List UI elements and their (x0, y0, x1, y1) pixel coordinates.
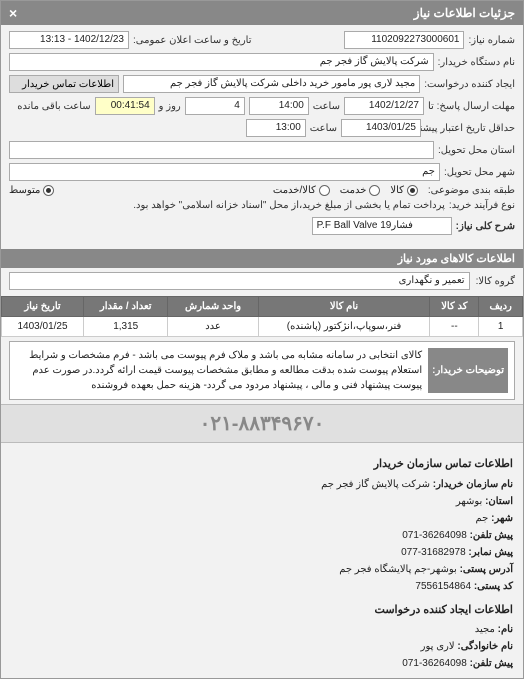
table-header-row: ردیف کد کالا نام کالا واحد شمارش تعداد /… (2, 297, 523, 317)
delivery-date-field: 1403/01/25 (341, 119, 421, 137)
c-city-value: جم (476, 513, 489, 524)
delivery-time-field: 13:00 (246, 119, 306, 137)
table-row: 1 -- فنر،سوپاپ،انژکتور (پاشنده) عدد 1,31… (2, 317, 523, 337)
r-name-label: نام: (498, 624, 513, 635)
goods-group-field: تعمیر و نگهداری (9, 272, 470, 290)
panel-header: جزئیات اطلاعات نیاز × (1, 1, 523, 25)
org-value: شرکت پالایش گاز فجر جم (321, 479, 430, 490)
c-province-value: بوشهر (456, 496, 482, 507)
c-addr-label: آدرس پستی: (460, 564, 513, 575)
contact-info-button[interactable]: اطلاعات تماس خریدار (9, 75, 119, 93)
creator-field: مجید لاری پور مامور خرید داخلی شرکت پالا… (123, 75, 420, 93)
col-row: ردیف (479, 297, 523, 317)
c-addr-value: بوشهر-جم پالایشگاه فجر جم (339, 564, 457, 575)
col-unit: واحد شمارش (168, 297, 258, 317)
details-panel: جزئیات اطلاعات نیاز × شماره نیاز: 110209… (0, 0, 524, 679)
radio-service[interactable]: خدمت (340, 185, 381, 196)
col-name: نام کالا (258, 297, 430, 317)
radio-dot-icon (319, 185, 330, 196)
contact-info-block: اطلاعات تماس سازمان خریدار نام سازمان خر… (1, 443, 523, 678)
days-label: روز و (159, 101, 181, 112)
radio-both[interactable]: کالا/خدمت (273, 185, 330, 196)
r-name-value: مجید (475, 624, 495, 635)
cell-row: 1 (479, 317, 523, 337)
cell-date: 1403/01/25 (2, 317, 84, 337)
announce-field: 1402/12/23 - 13:13 (9, 31, 129, 49)
group-label: طبقه بندی موضوعی: (428, 185, 515, 196)
c-phone-label: پیش تلفن: (470, 530, 513, 541)
col-date: تاریخ نیاز (2, 297, 84, 317)
announce-label: تاریخ و ساعت اعلان عمومی: (133, 35, 252, 46)
request-no-field: 1102092273000601 (344, 31, 464, 49)
deadline-label: مهلت ارسال پاسخ: تا (428, 101, 515, 112)
deadline-time-field: 14:00 (249, 97, 309, 115)
goods-section-title: اطلاعات کالاهای مورد نیاز (1, 249, 523, 268)
time-label-1: ساعت (313, 101, 340, 112)
city-label: شهر محل تحویل: (444, 167, 515, 178)
radio-dot-icon (43, 185, 54, 196)
creator-label: ایجاد کننده درخواست: (424, 79, 515, 90)
c-fax-label: پیش نمابر: (468, 547, 513, 558)
cell-name: فنر،سوپاپ،انژکتور (پاشنده) (258, 317, 430, 337)
cell-qty: 1,315 (84, 317, 168, 337)
process-note: پرداخت تمام یا بخشی از مبلغ خرید،از محل … (9, 200, 445, 211)
time-label-2: ساعت (310, 123, 337, 134)
org-label: نام سازمان خریدار: (433, 479, 513, 490)
request-no-label: شماره نیاز: (468, 35, 515, 46)
remain-time-field: 00:41:54 (95, 97, 155, 115)
c-post-value: 7556154864 (415, 581, 471, 592)
buyer-desc-box: توضیحات خریدار: کالای انتخابی در سامانه … (9, 341, 515, 400)
c-city-label: شهر: (491, 513, 513, 524)
goods-group-label: گروه کالا: (476, 276, 515, 287)
big-phone: ۰۲۱-۸۸۳۴۹۶۷۰ (1, 404, 523, 443)
c-fax-value: 31682978-077 (401, 547, 466, 558)
r-family-value: لاری پور (421, 641, 455, 652)
r-phone-label: پیش تلفن: (470, 658, 513, 669)
c-post-label: کد پستی: (474, 581, 513, 592)
need-desc-label: شرح کلی نیاز: (456, 221, 515, 232)
col-qty: تعداد / مقدار (84, 297, 168, 317)
buyer-desc-label: توضیحات خریدار: (428, 348, 508, 393)
remain-label: ساعت باقی مانده (17, 101, 90, 112)
process-label: نوع فرآیند خرید: (449, 200, 515, 211)
close-icon[interactable]: × (9, 5, 17, 21)
delivery-deadline-label: حداقل تاریخ اعتبار پیشنهاد: تا تاریخ: (425, 123, 515, 134)
c-province-label: استان: (485, 496, 513, 507)
requester-section-title: اطلاعات ایجاد کننده درخواست (11, 601, 513, 620)
radio-medium[interactable]: متوسط (9, 185, 54, 196)
deadline-date-field: 1402/12/27 (344, 97, 424, 115)
r-phone-value: 36264098-071 (402, 658, 467, 669)
radio-dot-icon (369, 185, 380, 196)
buyer-org-field: شرکت پالایش گاز فجر جم (9, 53, 434, 71)
r-family-label: نام خانوادگی: (457, 641, 513, 652)
province-label: استان محل تحویل: (438, 145, 515, 156)
radio-dot-icon (407, 185, 418, 196)
cell-unit: عدد (168, 317, 258, 337)
province-field (9, 141, 434, 159)
buyer-desc-text: کالای انتخابی در سامانه مشابه می باشد و … (16, 348, 422, 393)
remain-days-field: 4 (185, 97, 245, 115)
c-phone-value: 36264098-071 (402, 530, 467, 541)
form-area: شماره نیاز: 1102092273000601 تاریخ و ساع… (1, 25, 523, 245)
cell-code: -- (430, 317, 479, 337)
buyer-org-label: نام دستگاه خریدار: (438, 57, 515, 68)
col-code: کد کالا (430, 297, 479, 317)
contact-section-title: اطلاعات تماس سازمان خریدار (11, 455, 513, 474)
need-desc-field: P.F Ball Valve فشار19 (312, 217, 452, 235)
radio-goods[interactable]: کالا (390, 185, 418, 196)
city-field: جم (9, 163, 440, 181)
goods-table: ردیف کد کالا نام کالا واحد شمارش تعداد /… (1, 296, 523, 337)
panel-title: جزئیات اطلاعات نیاز (414, 6, 515, 20)
